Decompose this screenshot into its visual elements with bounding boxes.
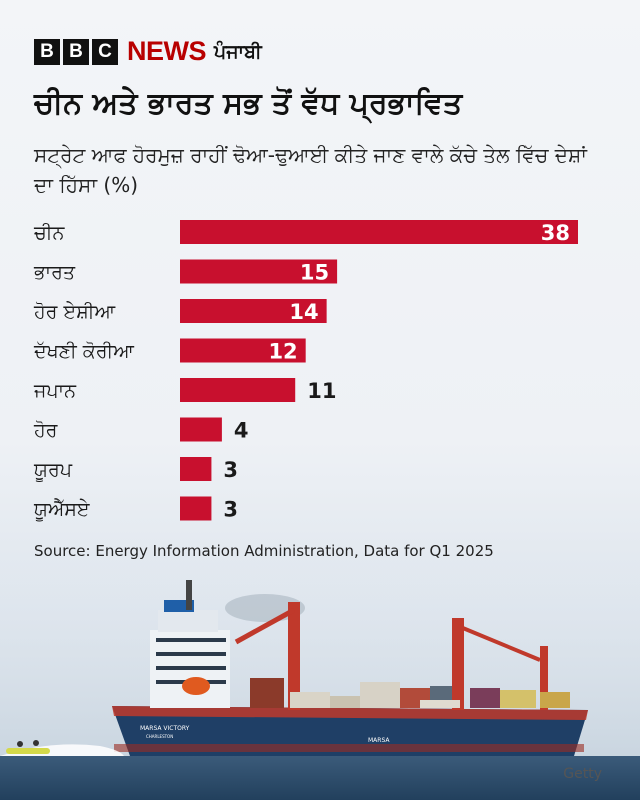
category-label: ਹੋਰ	[33, 420, 59, 442]
category-label: ਯੂਰਪ	[33, 459, 73, 483]
chart-title: ਚੀਨ ਅਤੇ ਭਾਰਤ ਸਭ ਤੋਂ ਵੱਧ ਪ੍ਰਭਾਵਿਤ	[34, 86, 463, 121]
category-label: ਜਪਾਨ	[33, 380, 77, 402]
bar-chart: ਚੀਨ 38 ਭਾਰਤ 15 ਹੋਰ ਏਸ਼ੀਆ 14 ਦੱਖਣੀ ਕੋਰੀਆ 12 ਜਪਾਨ 1…	[33, 220, 578, 523]
value-label: 3	[223, 498, 238, 522]
category-label: ਦੱਖਣੀ ਕੋਰੀਆ	[33, 341, 134, 363]
logo-news: NEWS	[127, 36, 207, 66]
bar	[180, 496, 212, 521]
ship-name-text: MARSA VICTORY	[140, 725, 190, 732]
ship-photo: MARSA VICTORY CHARLESTON MARSA	[0, 560, 640, 800]
logo-letter-c: C	[92, 38, 118, 65]
jet-ski-wake	[0, 740, 124, 756]
source-note: Source: Energy Information Administratio…	[34, 542, 494, 560]
bar	[180, 259, 338, 284]
value-label: 11	[307, 379, 336, 403]
category-label: ਭਾਰਤ	[33, 262, 76, 284]
logo-language: ਪੰਜਾਬੀ	[214, 40, 262, 63]
ship-port-text: CHARLESTON	[146, 734, 173, 739]
bar	[180, 338, 306, 363]
container-ship: MARSA VICTORY CHARLESTON MARSA	[112, 580, 588, 756]
bbc-news-punjabi-logo: B B C NEWS ਪੰਜਾਬੀ	[34, 36, 262, 67]
value-label: 15	[300, 261, 329, 285]
value-label: 14	[289, 300, 318, 324]
sea	[0, 756, 640, 800]
logo-letter-b2: B	[63, 38, 89, 65]
chart-subtitle: ਸਟ੍ਰੇਟ ਆਫ ਹੋਰਮੁਜ਼ ਰਾਹੀਂ ਢੋਆ-ਢੁਆਈ ਕੀਤੇ ਜਾ…	[34, 143, 587, 197]
category-label: ਹੋਰ ਏਸ਼ੀਆ	[33, 301, 115, 323]
logo-letter-b1: B	[34, 38, 60, 65]
value-label: 4	[234, 419, 249, 443]
category-label: ਚੀਨ	[33, 222, 66, 244]
value-label: 3	[223, 458, 238, 482]
bar	[180, 457, 212, 481]
bar	[180, 220, 578, 244]
value-label: 12	[268, 340, 297, 364]
bar	[180, 378, 296, 402]
bar	[180, 417, 222, 442]
hull-text: MARSA	[368, 737, 390, 744]
value-label: 38	[541, 221, 570, 245]
photo-credit: Getty	[563, 766, 602, 782]
category-label: ਯੂਐੱਸਏ	[33, 498, 90, 523]
bar	[180, 299, 327, 323]
